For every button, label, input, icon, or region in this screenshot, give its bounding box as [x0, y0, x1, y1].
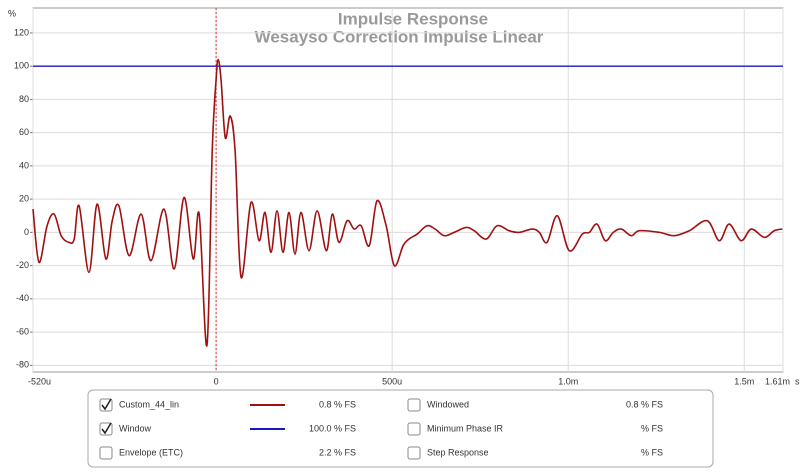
legend-label[interactable]: Windowed: [427, 399, 469, 409]
y-tick-label: -60: [16, 326, 29, 336]
y-unit: %: [8, 8, 16, 18]
x-tick-label: 1.61m: [765, 376, 790, 386]
readout: % FS: [641, 423, 663, 433]
readout: 0.8 % FS: [319, 399, 356, 409]
checkbox[interactable]: [407, 422, 421, 436]
x-tick-label: 500u: [382, 376, 402, 386]
x-tick-label: 1.5m: [734, 376, 754, 386]
y-tick-label: -20: [16, 260, 29, 270]
legend-panel: [87, 389, 714, 468]
checkbox[interactable]: [407, 398, 421, 412]
x-tick-label: 1.0m: [558, 376, 578, 386]
readout: % FS: [641, 447, 663, 457]
legend-label[interactable]: Envelope (ETC): [119, 447, 183, 457]
x-tick-label: 0: [214, 376, 219, 386]
checkbox[interactable]: [99, 446, 113, 460]
plot-area: [32, 7, 784, 373]
y-tick-label: 0: [24, 227, 29, 237]
x-unit: s: [795, 376, 800, 386]
legend-label[interactable]: Step Response: [427, 447, 489, 457]
checkmark: [101, 398, 112, 411]
chart-title: Impulse Response: [338, 9, 488, 28]
legend-label[interactable]: Window: [119, 423, 152, 433]
y-tick-label: 60: [19, 127, 29, 137]
checkbox[interactable]: [407, 446, 421, 460]
y-tick-label: 20: [19, 194, 29, 204]
y-tick-label: -40: [16, 293, 29, 303]
y-tick-label: 120: [14, 27, 29, 37]
series-line: [32, 58, 783, 347]
legend-label[interactable]: Minimum Phase IR: [427, 423, 504, 433]
readout: 2.2 % FS: [319, 447, 356, 457]
y-tick-label: -80: [16, 360, 29, 370]
legend-label[interactable]: Custom_44_lin: [119, 399, 179, 409]
checkmark: [101, 422, 112, 435]
x-tick-label: -520u: [28, 376, 51, 386]
chart-subtitle: Wesayso Correction Impulse Linear: [255, 27, 544, 46]
readout: 0.8 % FS: [626, 399, 663, 409]
y-tick-label: 100: [14, 61, 29, 71]
y-tick-label: 40: [19, 160, 29, 170]
y-tick-label: 80: [19, 94, 29, 104]
readout: 100.0 % FS: [309, 423, 356, 433]
